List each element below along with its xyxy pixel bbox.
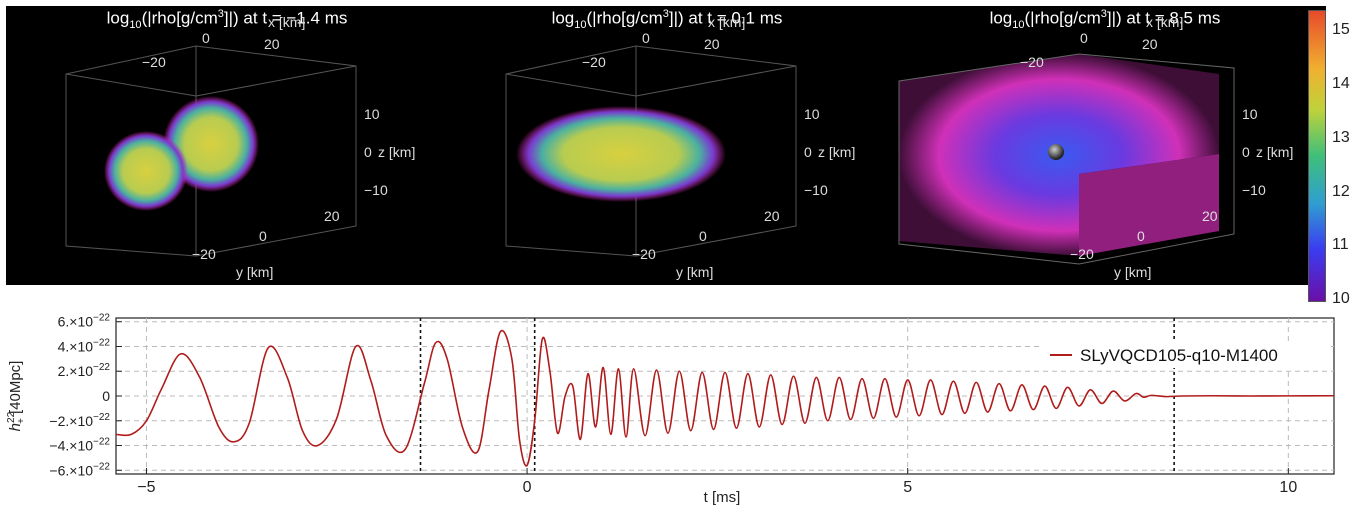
x-tick-label: 20: [704, 36, 720, 52]
y-tick-label: −4.×10−22: [49, 437, 110, 454]
colorbar: 15 14 13 12 11 10: [1308, 10, 1358, 310]
z-axis-label: z [km]: [378, 144, 416, 160]
x-tick-label: 5: [903, 479, 912, 496]
z-tick-label: 10: [1242, 106, 1258, 122]
panel-title: log10(|rho[g/cm3]|) at t = −1.4 ms: [106, 8, 348, 32]
colorbar-tick-label: 13: [1332, 128, 1350, 146]
y-tick-label: 6.×10−22: [58, 313, 111, 330]
colorbar-tick-label: 14: [1332, 75, 1350, 93]
x-tick-label: 20: [1142, 36, 1158, 52]
snapshot-render-3: [898, 53, 1235, 265]
x-axis-label: t [ms]: [704, 489, 741, 506]
z-tick-label: −10: [364, 182, 388, 198]
y-tick-label: 20: [764, 208, 780, 224]
series-line: [115, 329, 1335, 467]
legend-label: SLyVQCD105-q10-M1400: [1080, 346, 1278, 365]
bounding-box: [898, 53, 1235, 265]
z-tick-label: 10: [364, 106, 380, 122]
y-axis-label: h22+[40Mpc]: [6, 361, 27, 432]
black-hole: [1048, 144, 1064, 160]
x-axis-label: x [km]: [1146, 14, 1184, 30]
z-tick-label: −10: [1242, 182, 1266, 198]
colorbar-gradient: [1308, 10, 1326, 302]
x-tick-label: 20: [264, 36, 280, 52]
merger-remnant: [516, 106, 726, 202]
x-tick-label: 0: [523, 479, 532, 496]
colorbar-tick-label: 10: [1332, 290, 1350, 307]
snapshot-render-1: [65, 45, 357, 257]
waveform-chart: SLyVQCD105-q10-M1400 −5 0 5 10 t [ms] 6.×10−22…: [0, 310, 1360, 506]
snapshot-panel-1: log10(|rho[g/cm3]|) at t = −1.4 ms: [6, 6, 448, 285]
x-axis-label: x [km]: [268, 14, 306, 30]
y-tick-label: −6.×10−22: [49, 461, 110, 478]
y-tick-label: 20: [324, 208, 340, 224]
z-tick-label: −10: [804, 182, 828, 198]
x-tick-label: 0: [642, 30, 650, 46]
colorbar-tick-label: 15: [1332, 21, 1350, 39]
y-tick-label: −20: [192, 246, 216, 262]
y-tick-label: −20: [1070, 246, 1094, 262]
z-tick-label: 0: [804, 144, 812, 160]
y-tick-label: 0: [1137, 228, 1145, 244]
colorbar-tick-label: 11: [1332, 236, 1349, 254]
z-tick-label: 0: [1242, 144, 1250, 160]
x-tick-label: −20: [142, 54, 166, 70]
z-tick-label: 0: [364, 144, 372, 160]
waveform-svg: SLyVQCD105-q10-M1400 −5 0 5 10 t [ms] 6.×10−22…: [6, 313, 1335, 506]
x-tick-label: 0: [202, 30, 210, 46]
y-axis-label: y [km]: [236, 264, 274, 280]
x-tick-label: −20: [1020, 54, 1044, 70]
x-tick-label: 0: [1080, 30, 1088, 46]
y-tick-label: 20: [1202, 208, 1218, 224]
y-tick-label: 4.×10−22: [58, 337, 111, 354]
x-axis-label: x [km]: [708, 14, 746, 30]
y-axis-label: y [km]: [676, 264, 714, 280]
snapshot-panel-3: log10(|rho[g/cm3]|) at t = 8.5 ms: [884, 6, 1326, 285]
y-tick-label: −2.×10−22: [49, 412, 110, 429]
x-tick-label: 10: [1279, 479, 1297, 496]
neutron-star-2: [104, 131, 188, 211]
snapshot-render-2: [505, 45, 797, 257]
z-axis-label: z [km]: [1256, 144, 1294, 160]
y-tick-label: 0: [259, 228, 267, 244]
panel-title: log10(|rho[g/cm3]|) at t = 0.1 ms: [551, 8, 783, 32]
legend-box: [1040, 342, 1330, 368]
y-axis-label: y [km]: [1114, 264, 1152, 280]
panel-title: log10(|rho[g/cm3]|) at t = 8.5 ms: [989, 8, 1221, 32]
y-tick-label: 0: [699, 228, 707, 244]
y-tick-label: 0: [102, 388, 110, 404]
snapshot-panel-2: log10(|rho[g/cm3]|) at t = 0.1 ms: [446, 6, 888, 285]
y-tick-label: −20: [632, 246, 656, 262]
z-axis-label: z [km]: [818, 144, 856, 160]
x-tick-label: −20: [582, 54, 606, 70]
x-tick-label: −5: [137, 479, 155, 496]
colorbar-tick-label: 12: [1332, 182, 1350, 200]
y-tick-label: 2.×10−22: [58, 362, 111, 379]
z-tick-label: 10: [804, 106, 820, 122]
